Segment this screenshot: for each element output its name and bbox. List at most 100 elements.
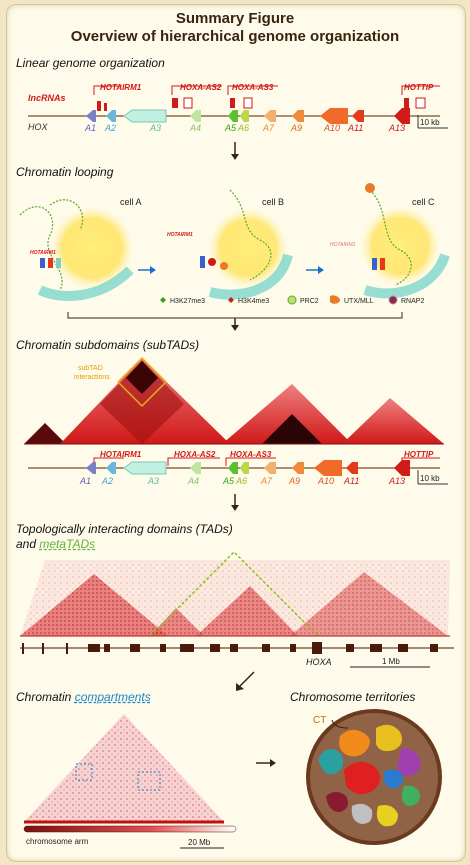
legend-rnap2: RNAP2 [401,298,424,305]
subtad-gene-a6 [240,462,249,474]
hoxa-as2-exon-open [183,97,193,109]
subtad-inner-2 [262,414,322,444]
territory-purple [397,748,421,776]
gene-a6-arrow [240,110,249,122]
legend-prc2: PRC2 [300,298,319,305]
territory-orange [339,729,370,757]
section-linear-title: Linear genome organization [16,56,165,70]
tad-triangle-4 [290,572,448,636]
subtad-triangle-3 [342,398,444,444]
tad-triangle-3 [196,586,298,636]
territory-green [401,785,420,806]
tads-gene-block [22,643,24,654]
tads-panel: HOXA 1 Mb [20,550,454,668]
territory-blue [384,769,404,789]
tads-gene-block [398,644,408,652]
subtad-gene-a10 [314,460,342,476]
subtad-gene-a1 [86,462,96,474]
gene-a2-arrow [106,110,116,122]
subtad-scale-10kb-label: 10 kb [420,474,440,483]
hottip-exon [404,98,409,108]
arrow-down-4 [236,671,255,691]
gene-a7-label: A7 [262,123,275,133]
cell-b: HOTAIRM1 cell B [167,189,293,300]
arrow-down-3 [231,494,239,511]
gene-a11-arrow [352,110,364,122]
scale-10kb-label: 10 kb [420,118,440,127]
hox-label: HOX [28,122,49,132]
subtad-hottip-label: HOTTIP [404,450,434,459]
territory-yellow-top [376,724,402,752]
subtad-gene-a6-label: A6 [235,476,247,486]
cell-b-hotairm1: HOTAIRM1 [167,232,193,238]
scale-20mb-label: 20 Mb [188,838,211,847]
gene-a9-label: A9 [290,123,302,133]
gene-a1-label: A1 [84,123,96,133]
tads-gene-block [160,644,166,652]
subtad-hoxa-as3-bracket [225,457,276,466]
tads-gene-block [290,644,296,652]
chromosome-arm-bar [23,825,237,833]
compartments-prefix: Chromatin [16,690,75,704]
subtad-gene-a4 [190,462,201,474]
subtad-gene-a11 [346,462,358,474]
section-subtads-title: Chromatin subdomains (subTADs) [16,338,200,352]
gene-a3-arrow [123,109,167,123]
legend-prc2-marker [287,295,297,305]
hoxa-as3-exon [230,98,235,108]
subtad-interactions-label-1: subTAD [78,365,103,372]
cell-c: HOTAIRM1 cell C [330,183,450,299]
subtad-gene-a10-label: A10 [317,476,334,486]
gene-a10-arrow [320,108,348,124]
hoxa-label: HOXA [306,657,332,667]
cell-a-nucleus [50,206,134,290]
ct-label: CT [313,715,326,726]
territory-yellow-bottom [376,805,398,827]
gene-a10-label: A10 [323,123,340,133]
tads-gene-block [88,644,100,652]
tads-and-text: and [16,537,40,551]
subtad-gene-a13-label: A13 [388,476,405,486]
legend-utx: UTX/MLL [344,298,374,305]
subtad-gene-track: HOTAIRM1 HOXA-AS2 HOXA-AS3 HOTTIP A1 A2 … [28,450,448,486]
gene-a9-arrow [292,110,304,122]
cell-b-nucleus [208,208,288,288]
tads-gene-block [42,643,44,654]
arrow-down-2-head [231,325,239,331]
arrow-a-to-b-head [150,266,156,274]
cell-a-hox-gene-3 [56,258,61,268]
figure-subtitle: Overview of hierarchical genome organiza… [70,28,400,45]
cell-b-utx [220,262,228,270]
subtad-hotspot [126,361,158,394]
gene-a13-label: A13 [388,123,405,133]
ct-pointer-line [331,719,349,729]
subtad-gene-a5-label: A5 [222,476,235,486]
arrow-right-territories [256,759,276,767]
subtad-interactions-label-2: interactions [74,374,110,381]
subtad-triangle-left [24,423,66,444]
cell-a: HOTAIRM1 cell A [19,197,142,301]
hoxa-as3-exon-open [243,97,253,109]
cell-c-utx [365,183,375,193]
hotairm1-bracket [93,85,122,95]
tad-triangle-2 [150,608,204,636]
compartments-word: compartments [74,690,151,704]
gene-a7-arrow [264,110,276,122]
subtad-gene-a2-label: A2 [101,476,113,486]
chromatin-looping-panel: HOTAIRM1 cell A HOTAIRM1 cell B [19,183,450,331]
section-compartments-title: Chromatin compartments [16,690,151,704]
cell-b-label: cell B [262,197,284,207]
subtad-hoxa-as3-label: HOXA-AS3 [230,450,272,459]
territory-teal [318,749,344,775]
tads-gene-block [370,644,382,652]
legend-h3k27-marker [160,297,166,303]
cell-c-hox-gene [372,258,377,270]
tads-gene-block [230,644,238,652]
tads-gene-block [104,644,110,652]
hottip-exon-open [415,97,426,109]
cell-a-hotairm1: HOTAIRM1 [30,250,56,256]
tads-gene-block [430,644,438,652]
subtad-hotairm1-label: HOTAIRM1 [100,450,142,459]
